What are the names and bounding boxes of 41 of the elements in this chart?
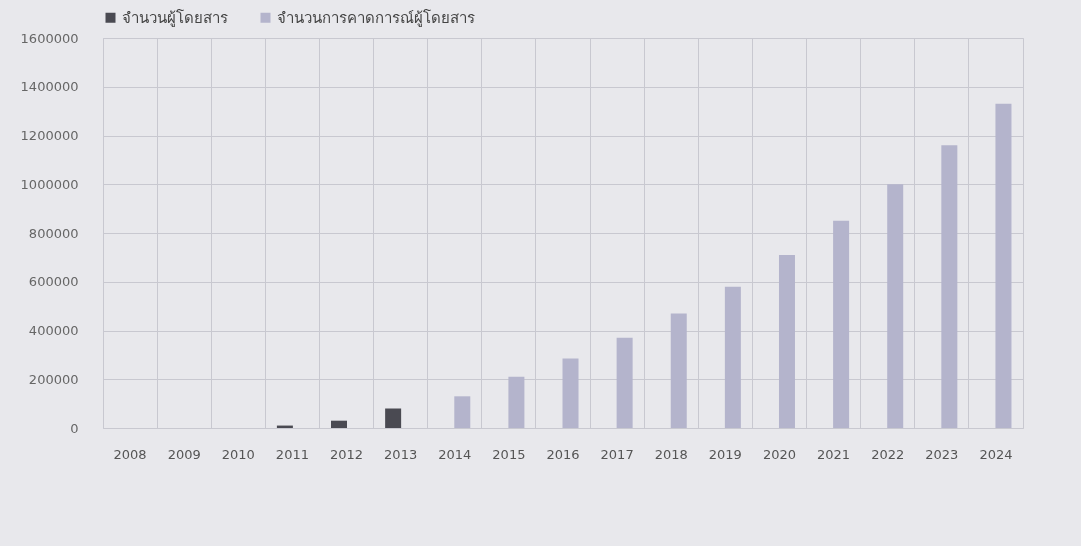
- bar: [562, 358, 579, 428]
- bar: [778, 254, 795, 428]
- x-tick-label: 2023: [925, 446, 959, 462]
- x-tick-label: 2024: [979, 446, 1013, 462]
- x-tick-label: 2014: [438, 446, 472, 462]
- y-tick-label: 600000: [28, 274, 79, 290]
- bar: [454, 396, 471, 428]
- bar: [941, 145, 958, 428]
- bar: [887, 184, 904, 428]
- x-tick-label: 2008: [113, 446, 147, 462]
- x-tick-label: 2015: [492, 446, 526, 462]
- x-tick-label: 2009: [167, 446, 201, 462]
- bar: [724, 286, 741, 428]
- y-tick-label: 400000: [28, 323, 79, 338]
- bar: [508, 376, 525, 428]
- x-tick-label: 2020: [762, 446, 797, 462]
- x-tick-label: 2012: [329, 446, 364, 462]
- x-tick-label: 2016: [546, 446, 580, 462]
- bar: [833, 220, 850, 428]
- bar: [616, 337, 633, 428]
- y-tick-label: 1000000: [20, 176, 79, 192]
- y-tick-label: 1400000: [20, 79, 79, 95]
- x-tick-label: 2017: [600, 446, 634, 462]
- bar: [331, 420, 348, 428]
- legend-label: จำนวนการคาดการณ์ผู้โดยสาร: [277, 8, 475, 27]
- x-tick-label: 2021: [817, 446, 851, 462]
- y-tick-label: 1200000: [20, 128, 79, 143]
- x-tick-label: 2019: [708, 446, 742, 462]
- bar: [385, 408, 402, 428]
- y-tick-label: 800000: [28, 225, 79, 241]
- x-tick-label: 2011: [275, 446, 309, 462]
- y-tick-label: 1600000: [20, 30, 79, 46]
- x-tick-label: 2013: [384, 446, 418, 462]
- x-tick-label: 2022: [871, 446, 905, 462]
- x-tick-label: 2010: [221, 446, 255, 462]
- bar: [995, 103, 1012, 428]
- y-tick-label: 0: [70, 420, 79, 436]
- bar: [670, 313, 687, 428]
- legend-label: จำนวนผู้โดยสาร: [122, 8, 228, 27]
- x-tick-label: 2018: [654, 446, 688, 462]
- y-tick-label: 200000: [28, 371, 79, 387]
